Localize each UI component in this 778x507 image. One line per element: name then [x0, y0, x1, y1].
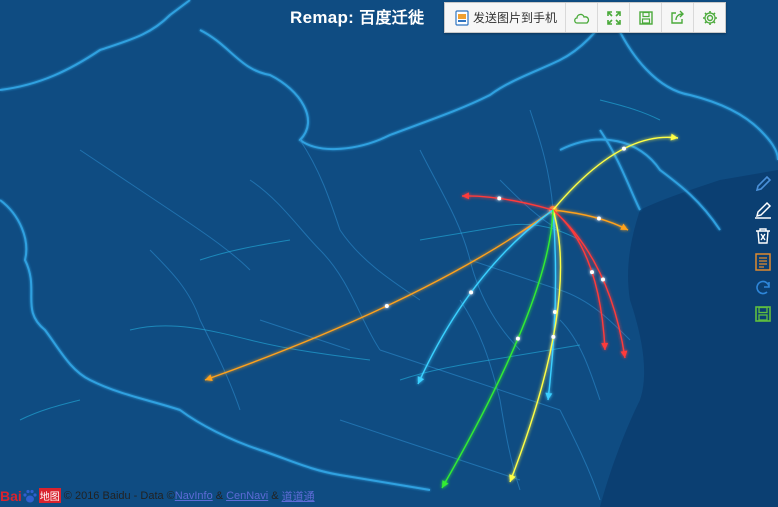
cennavi-link[interactable]: CenNavi [226, 489, 269, 502]
expand-icon [606, 10, 621, 25]
flow-particle [497, 196, 502, 201]
flow-particle [552, 310, 557, 315]
amp-1: & [215, 489, 224, 502]
daodaotong-link[interactable]: 道道通 [281, 490, 315, 503]
flow-particle [515, 336, 520, 341]
flow-arrowhead [601, 342, 609, 350]
flow-line [204, 209, 554, 381]
flow-particle [600, 277, 605, 282]
flow-arrowhead [442, 480, 449, 488]
flow-arrowhead [670, 133, 678, 141]
flow-particle [589, 270, 594, 275]
pen-tool-button[interactable] [752, 173, 774, 194]
baidu-logo[interactable]: Bai 地图 [0, 488, 61, 504]
flow-particle [621, 146, 626, 151]
flow-arrowhead [620, 350, 628, 358]
flow-line [461, 195, 554, 211]
baidu-logo-text: Bai [0, 487, 22, 504]
share-icon [671, 10, 685, 24]
flow-line [441, 209, 554, 489]
province-borders [79, 109, 631, 501]
share-button[interactable] [662, 3, 695, 32]
send-to-phone-label: 发送图片到手机 [473, 11, 558, 25]
title-text: 百度迁徙 [359, 8, 425, 27]
sea-area [600, 170, 778, 507]
flow-arrowhead [545, 392, 553, 400]
title-prefix: Remap: [290, 8, 355, 27]
copyright-text: © 2016 Baidu - Data © [63, 489, 175, 502]
flow-lines [204, 133, 679, 489]
cloud-icon [573, 13, 589, 24]
paw-icon [23, 489, 37, 502]
refresh-icon [756, 280, 770, 294]
flow-line [509, 209, 562, 483]
page-title: Remap: 百度迁徙 [290, 4, 424, 28]
flow-arrowhead [509, 474, 516, 482]
flow-line [552, 136, 679, 211]
flow-line [552, 209, 626, 359]
pencil-icon [755, 201, 772, 219]
save-button[interactable] [630, 3, 663, 32]
flow-line [417, 209, 554, 385]
save-tool-button[interactable] [752, 303, 774, 324]
toolbar: 发送图片到手机 [444, 2, 727, 33]
national-borders [0, 0, 778, 491]
flow-particle [384, 303, 389, 308]
pencil-tool-button[interactable] [752, 199, 774, 220]
send-to-phone-button[interactable]: 发送图片到手机 [445, 3, 567, 32]
flow-arrowhead [417, 376, 425, 384]
flow-particle [469, 290, 474, 295]
eraser-tool-button[interactable] [752, 225, 774, 246]
flow-line [547, 209, 557, 401]
baidu-logo-text2: 地图 [38, 488, 61, 503]
fullscreen-button[interactable] [598, 3, 631, 32]
amp-2: & [271, 489, 279, 502]
flow-arrowhead [462, 192, 470, 200]
settings-button[interactable] [694, 3, 725, 32]
flow-arrowhead [205, 374, 213, 381]
refresh-tool-button[interactable] [752, 277, 774, 298]
flow-particle [596, 216, 601, 221]
pen-icon [755, 175, 772, 191]
cloud-button[interactable] [566, 3, 599, 32]
save-icon [755, 305, 771, 322]
navinfo-link[interactable]: NavInfo [174, 489, 213, 502]
flow-arrowhead [620, 223, 628, 230]
trash-icon [756, 227, 770, 244]
save-icon [638, 10, 653, 25]
side-toolbar [752, 173, 776, 324]
phone-image-icon [455, 9, 469, 26]
notes-icon [755, 252, 771, 271]
flow-particle [551, 334, 556, 339]
notes-tool-button[interactable] [752, 251, 774, 272]
map-attribution: Bai 地图 © 2016 Baidu - Data © NavInfo & C… [0, 484, 360, 507]
gear-icon [702, 10, 717, 25]
